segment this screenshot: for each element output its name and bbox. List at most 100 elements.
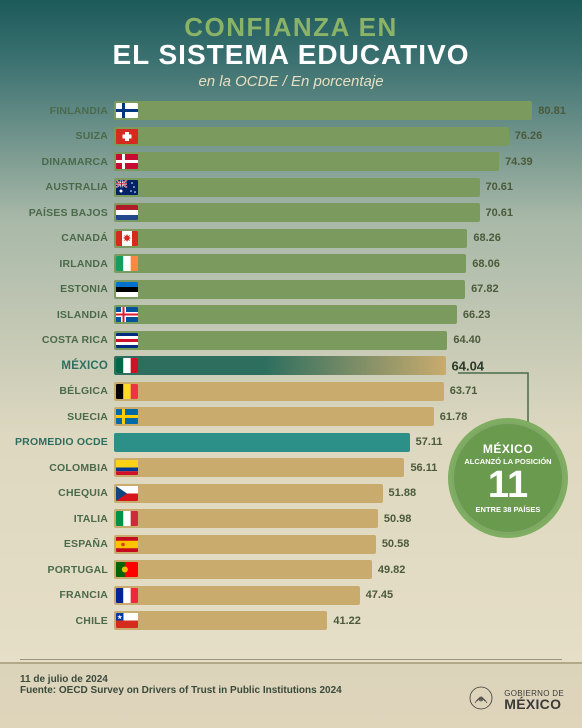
title-line-2: EL SISTEMA EDUCATIVO bbox=[0, 40, 582, 69]
row-label: ITALIA bbox=[8, 513, 108, 525]
subtitle: en la OCDE / En porcentaje bbox=[0, 73, 582, 90]
row-label: IRLANDA bbox=[8, 258, 108, 270]
row-label: ESTONIA bbox=[8, 283, 108, 295]
chart-row: CHILE 41.22 bbox=[8, 608, 574, 634]
row-label: SUIZA bbox=[8, 130, 108, 142]
row-label: FRANCIA bbox=[8, 589, 108, 601]
flag-icon bbox=[116, 231, 138, 246]
flag-icon bbox=[116, 129, 138, 144]
highlight-badge: MÉXICO ALCANZÓ LA POSICIÓN 11 ENTRE 38 P… bbox=[448, 418, 568, 538]
row-value: 66.23 bbox=[463, 309, 491, 321]
flag-icon bbox=[116, 613, 138, 628]
row-value: 47.45 bbox=[366, 589, 394, 601]
bar: 63.71 bbox=[114, 382, 444, 401]
chart-row: ESPAÑA 50.58 bbox=[8, 532, 574, 558]
flag-icon bbox=[116, 333, 138, 348]
flag-icon bbox=[116, 384, 138, 399]
badge-rank: 11 bbox=[488, 467, 528, 503]
row-value: 50.98 bbox=[384, 513, 412, 525]
flag-icon bbox=[116, 588, 138, 603]
bar: 68.26 bbox=[114, 229, 467, 248]
flag-icon bbox=[116, 537, 138, 552]
flag-icon bbox=[116, 180, 138, 195]
flag-icon bbox=[116, 409, 138, 424]
row-value: 64.40 bbox=[453, 334, 481, 346]
row-label: SUECIA bbox=[8, 411, 108, 423]
chart-row: ESTONIA 67.82 bbox=[8, 277, 574, 303]
bar: 68.06 bbox=[114, 254, 466, 273]
flag-icon bbox=[116, 103, 138, 118]
chart-row: FRANCIA 47.45 bbox=[8, 583, 574, 609]
flag-icon bbox=[116, 154, 138, 169]
flag-icon bbox=[116, 307, 138, 322]
row-value: 70.61 bbox=[486, 207, 514, 219]
row-label: COSTA RICA bbox=[8, 334, 108, 346]
row-label: CHILE bbox=[8, 615, 108, 627]
row-value: 70.61 bbox=[486, 181, 514, 193]
chart-row: COSTA RICA 64.40 bbox=[8, 328, 574, 354]
row-value: 67.82 bbox=[471, 283, 499, 295]
chart-row: IRLANDA 68.06 bbox=[8, 251, 574, 277]
bar: 64.40 bbox=[114, 331, 447, 350]
row-label: BÉLGICA bbox=[8, 385, 108, 397]
flag-icon bbox=[116, 205, 138, 220]
chart-row: SUIZA 76.26 bbox=[8, 124, 574, 150]
row-value: 41.22 bbox=[333, 615, 361, 627]
row-label: ESPAÑA bbox=[8, 538, 108, 550]
flag-icon bbox=[116, 460, 138, 475]
row-value: 51.88 bbox=[389, 487, 417, 499]
title-line-1: CONFIANZA EN bbox=[0, 14, 582, 40]
bar: 70.61 bbox=[114, 203, 480, 222]
bar: 74.39 bbox=[114, 152, 499, 171]
gov-logo-block: GOBIERNO DE MÉXICO bbox=[468, 685, 564, 716]
bar: 41.22 bbox=[114, 611, 327, 630]
row-label: ISLANDIA bbox=[8, 309, 108, 321]
footer: 11 de julio de 2024 Fuente: OECD Survey … bbox=[0, 662, 582, 728]
bar: 49.82 bbox=[114, 560, 372, 579]
row-label: PAÍSES BAJOS bbox=[8, 207, 108, 219]
bar: 50.98 bbox=[114, 509, 378, 528]
chart-row: FINLANDIA 80.81 bbox=[8, 98, 574, 124]
badge-country: MÉXICO bbox=[483, 442, 533, 456]
badge-line3: ENTRE 38 PAÍSES bbox=[476, 505, 541, 514]
chart-row: PAÍSES BAJOS 70.61 bbox=[8, 200, 574, 226]
bar-chart: FINLANDIA 80.81 SUIZA 76.26 DINAMARCA 74.39 AU… bbox=[8, 98, 574, 634]
chart-row: DINAMARCA 74.39 bbox=[8, 149, 574, 175]
row-label: COLOMBIA bbox=[8, 462, 108, 474]
row-value: 49.82 bbox=[378, 564, 406, 576]
bar: 76.26 bbox=[114, 127, 509, 146]
chart-row: PORTUGAL 49.82 bbox=[8, 557, 574, 583]
bar: 57.11 bbox=[114, 433, 410, 452]
flag-icon bbox=[116, 562, 138, 577]
bar: 70.61 bbox=[114, 178, 480, 197]
row-value: 68.06 bbox=[472, 258, 500, 270]
row-label: DINAMARCA bbox=[8, 156, 108, 168]
header: CONFIANZA EN EL SISTEMA EDUCATIVO en la … bbox=[0, 0, 582, 90]
footer-divider bbox=[20, 659, 562, 660]
bar: 51.88 bbox=[114, 484, 383, 503]
row-label: MÉXICO bbox=[8, 360, 108, 372]
footer-date: 11 de julio de 2024 bbox=[20, 674, 562, 685]
bar: 50.58 bbox=[114, 535, 376, 554]
row-label: FINLANDIA bbox=[8, 105, 108, 117]
bar: 67.82 bbox=[114, 280, 465, 299]
row-label: AUSTRALIA bbox=[8, 181, 108, 193]
row-value: 80.81 bbox=[538, 105, 566, 117]
row-label: PROMEDIO OCDE bbox=[8, 436, 108, 448]
row-value: 56.11 bbox=[410, 462, 437, 474]
row-label: CANADÁ bbox=[8, 232, 108, 244]
chart-row: AUSTRALIA 70.61 bbox=[8, 175, 574, 201]
bar: 61.78 bbox=[114, 407, 434, 426]
row-label: PORTUGAL bbox=[8, 564, 108, 576]
chart-row: ISLANDIA 66.23 bbox=[8, 302, 574, 328]
row-value: 76.26 bbox=[515, 130, 543, 142]
chart-row: CANADÁ 68.26 bbox=[8, 226, 574, 252]
bar: 64.04 bbox=[114, 356, 446, 375]
flag-icon bbox=[116, 358, 138, 373]
mexico-seal-icon bbox=[468, 685, 494, 716]
bar: 47.45 bbox=[114, 586, 360, 605]
bar: 66.23 bbox=[114, 305, 457, 324]
flag-icon bbox=[116, 256, 138, 271]
gov-label-2: MÉXICO bbox=[504, 696, 564, 712]
flag-icon bbox=[116, 511, 138, 526]
